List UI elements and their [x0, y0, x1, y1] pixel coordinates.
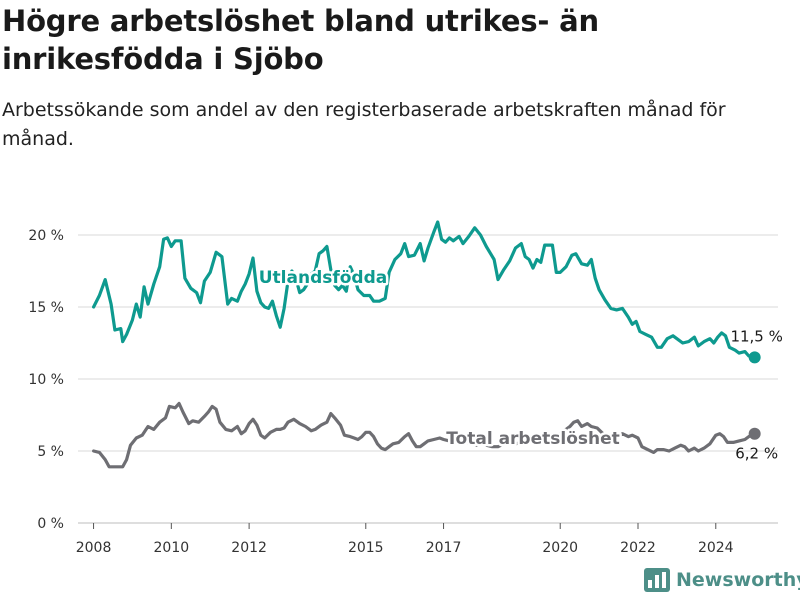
- series-line-total: [92, 401, 757, 469]
- x-tick-label: 2024: [698, 540, 734, 556]
- end-value-label-total: 6,2 %: [735, 445, 778, 463]
- y-tick-label: 20 %: [28, 228, 64, 244]
- series-label-total: Total arbetslöshet: [446, 429, 620, 449]
- series-end-dot-total: [748, 427, 761, 440]
- series-end-dot-utlandsfodda: [748, 351, 761, 364]
- x-tick-label: 2020: [542, 540, 578, 556]
- brand-name: Newsworthy: [676, 569, 800, 591]
- page-title: Högre arbetslöshet bland utrikes- än inr…: [2, 4, 599, 76]
- brand-logo: Newsworthy: [644, 568, 800, 592]
- x-tick-label: 2012: [231, 540, 267, 556]
- y-tick-label: 0 %: [37, 516, 64, 532]
- y-tick-label: 15 %: [28, 300, 64, 316]
- x-tick-label: 2015: [348, 540, 384, 556]
- x-tick-label: 2008: [76, 540, 112, 556]
- bar-chart-logo-icon: [644, 568, 670, 592]
- end-value-label-utlandsfodda: 11,5 %: [730, 327, 782, 345]
- y-tick-label: 5 %: [37, 444, 64, 460]
- x-tick-label: 2022: [620, 540, 656, 556]
- series-line-utlandsfodda: [92, 220, 757, 359]
- x-tick-label: 2017: [426, 540, 462, 556]
- y-tick-label: 10 %: [28, 372, 64, 388]
- page-subtitle: Arbetssökande som andel av den registerb…: [2, 99, 726, 150]
- x-tick-label: 2010: [154, 540, 190, 556]
- series-label-utlandsfodda: Utlandsfödda: [259, 268, 388, 288]
